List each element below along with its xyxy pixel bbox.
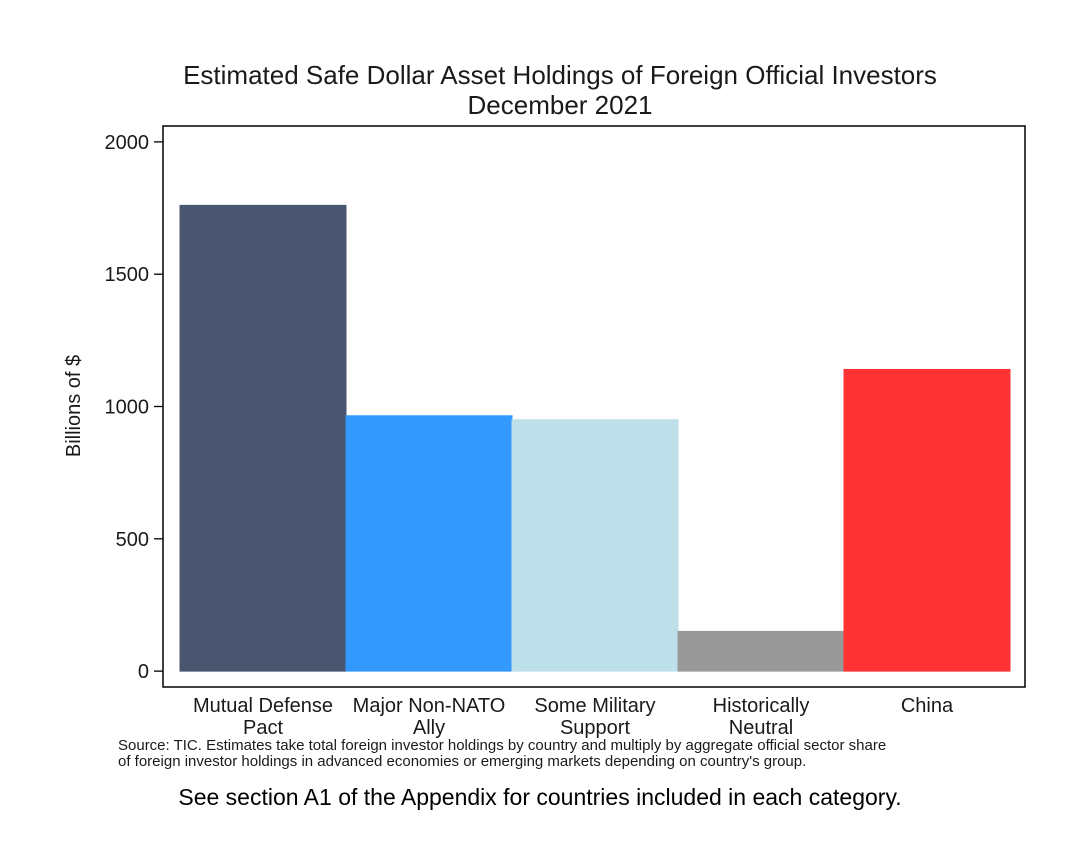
bar (179, 204, 347, 672)
bar (345, 415, 513, 672)
x-category-label: Some Military (534, 695, 655, 717)
x-category-label: Ally (413, 717, 445, 739)
y-axis-label: Billions of $ (63, 355, 85, 457)
x-category-label: Pact (243, 717, 283, 739)
x-category-label: Support (560, 717, 630, 739)
x-category-label: Historically (713, 695, 810, 717)
chart-subtitle: December 2021 (468, 90, 653, 120)
source-note: Source: TIC. Estimates take total foreig… (118, 738, 1018, 770)
x-category-label: Neutral (729, 717, 793, 739)
source-note-line1: Source: TIC. Estimates take total foreig… (118, 737, 887, 754)
y-axis-ticks: 0 500 1000 1500 2000 (105, 132, 163, 683)
bars (179, 204, 1011, 672)
appendix-note: See section A1 of the Appendix for count… (178, 784, 902, 810)
x-category-label: Mutual Defense (193, 695, 333, 717)
y-tick-label: 2000 (105, 132, 150, 154)
y-tick-label: 500 (116, 529, 149, 551)
source-note-line2: of foreign investor holdings in advanced… (118, 753, 807, 770)
chart-title: Estimated Safe Dollar Asset Holdings of … (183, 60, 937, 90)
y-tick-label: 1000 (105, 397, 150, 419)
y-tick-label: 0 (138, 661, 149, 683)
x-category-label: Major Non-NATO (353, 695, 506, 717)
bar (677, 630, 845, 672)
bar (843, 368, 1011, 672)
x-category-label: China (901, 695, 954, 717)
y-tick-label: 1500 (105, 264, 150, 286)
bar-chart: Estimated Safe Dollar Asset Holdings of … (63, 60, 1026, 739)
bar (511, 419, 679, 672)
